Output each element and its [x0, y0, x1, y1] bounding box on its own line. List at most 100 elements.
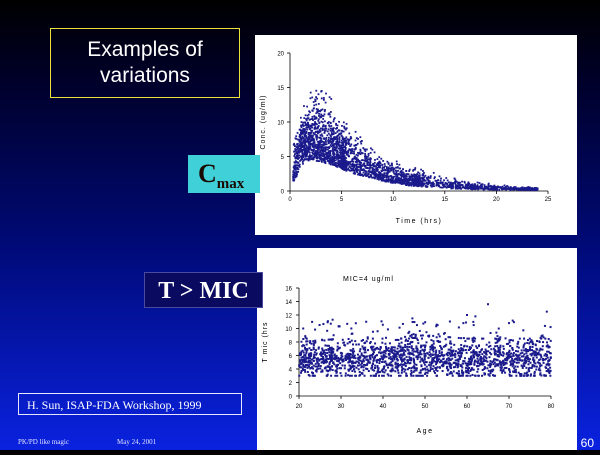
data-point: [452, 366, 455, 369]
data-point: [535, 347, 538, 350]
data-point: [436, 181, 439, 184]
data-point: [411, 320, 414, 323]
data-point: [315, 134, 318, 137]
data-point: [494, 337, 497, 340]
data-point: [456, 363, 459, 366]
data-point: [300, 353, 303, 356]
data-point: [384, 165, 386, 168]
data-point: [308, 145, 311, 148]
data-point: [504, 358, 507, 361]
data-point: [331, 140, 334, 143]
outlier-point: [302, 327, 305, 330]
data-point: [522, 344, 525, 347]
data-point: [350, 167, 352, 170]
data-point: [397, 169, 399, 172]
data-point: [472, 187, 475, 190]
data-point: [335, 146, 338, 149]
data-point: [335, 156, 338, 158]
data-point: [346, 322, 349, 325]
data-point: [360, 169, 363, 172]
data-point: [466, 184, 469, 187]
data-point: [476, 362, 479, 365]
data-point: [531, 364, 534, 367]
data-point: [485, 359, 488, 362]
data-point: [330, 161, 333, 164]
data-point: [373, 164, 376, 167]
data-point: [478, 353, 481, 356]
data-point: [357, 343, 360, 346]
data-point: [376, 176, 379, 179]
data-point: [351, 349, 354, 352]
data-point: [339, 151, 342, 154]
data-point: [349, 163, 352, 166]
data-point: [386, 328, 389, 331]
data-point: [311, 320, 314, 323]
data-point: [420, 181, 423, 184]
data-point: [364, 150, 367, 152]
data-point: [471, 185, 474, 187]
data-point: [325, 127, 328, 130]
data-point: [309, 340, 312, 343]
data-point: [354, 169, 357, 171]
data-point: [351, 165, 353, 168]
data-point: [440, 186, 443, 189]
data-point: [405, 183, 408, 186]
data-point: [489, 370, 492, 373]
data-point: [337, 147, 340, 150]
data-point: [304, 129, 306, 131]
data-point: [302, 156, 305, 158]
data-point: [471, 186, 473, 189]
data-point: [314, 121, 316, 123]
data-point: [386, 172, 389, 175]
data-point: [382, 374, 385, 377]
data-point: [326, 373, 329, 376]
data-point: [415, 173, 418, 176]
data-point: [445, 358, 448, 361]
data-point: [471, 339, 474, 342]
data-point: [487, 350, 490, 353]
data-point: [305, 361, 308, 364]
data-point: [315, 147, 318, 149]
data-point: [309, 361, 312, 364]
data-point: [413, 367, 416, 370]
data-point: [316, 360, 319, 363]
data-point: [528, 186, 531, 189]
data-point: [352, 347, 355, 350]
data-point: [382, 351, 385, 354]
data-point: [524, 188, 527, 191]
data-point: [342, 163, 344, 165]
data-point: [307, 141, 310, 144]
data-point: [322, 155, 324, 158]
data-point: [341, 352, 344, 355]
data-point: [379, 358, 382, 361]
data-point: [320, 113, 323, 116]
data-point: [434, 368, 437, 371]
data-point: [342, 151, 345, 154]
data-point: [308, 365, 311, 368]
data-point: [315, 137, 318, 139]
data-point: [381, 164, 384, 166]
data-point: [390, 346, 393, 349]
data-point: [344, 358, 347, 361]
data-point: [351, 362, 354, 365]
data-point: [439, 359, 442, 362]
data-point: [501, 187, 504, 190]
data-point: [316, 153, 318, 156]
data-point: [449, 367, 452, 370]
data-point: [402, 359, 405, 362]
data-point: [347, 168, 349, 171]
data-point: [449, 359, 452, 362]
data-point: [493, 349, 496, 352]
data-point: [318, 157, 321, 160]
data-point: [314, 365, 317, 368]
data-point: [364, 152, 366, 155]
data-point: [404, 346, 407, 349]
data-point: [533, 187, 536, 189]
data-point: [319, 143, 321, 146]
data-point: [382, 175, 385, 178]
data-point: [316, 111, 319, 114]
data-point: [406, 368, 409, 371]
data-point: [343, 156, 346, 159]
data-point: [331, 128, 334, 131]
data-point: [398, 374, 401, 377]
